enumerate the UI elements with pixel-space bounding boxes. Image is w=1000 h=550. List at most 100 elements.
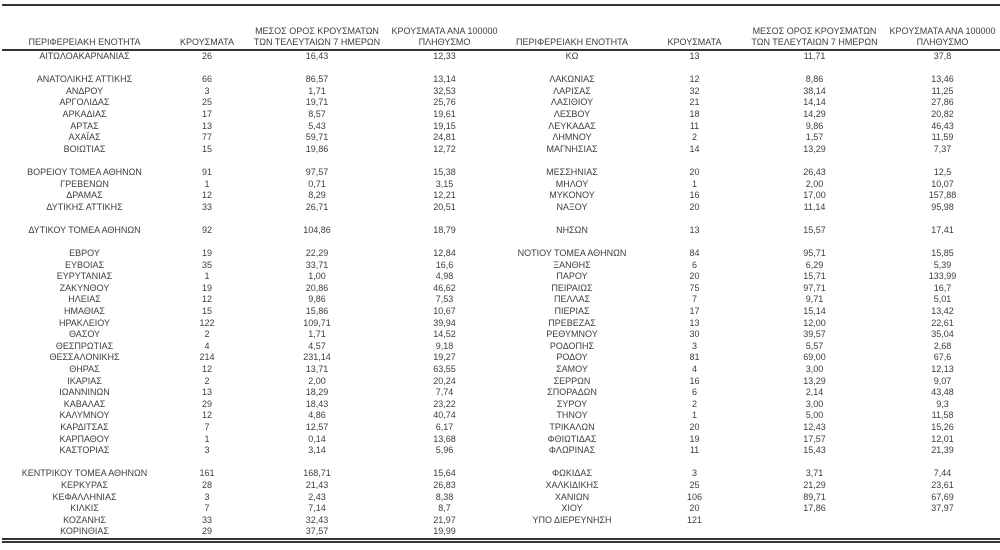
per-100k-cell: 3,15	[435, 178, 454, 189]
region-name-cell: ΚΕΡΚΥΡΑΣ	[61, 479, 108, 490]
cases-cell: 1	[204, 271, 210, 282]
region-name-cell: ΕΥΒΟΙΑΣ	[64, 259, 105, 270]
table-row: ΚΑΡΔΙΤΣΑΣ 7 12,57 6,17 ΤΡΙΚΑΛΩΝ 20 12,43 15,26	[2, 422, 1000, 434]
region-name-cell: ΖΑΚΥΝΘΟΥ	[59, 282, 110, 293]
cases-cell	[167, 213, 247, 225]
table-row: ΔΥΤΙΚΟΥ ΤΟΜΕΑ ΑΘΗΝΩΝ 92 104,86 18,79 ΝΗΣΩΝ 13…	[2, 225, 1000, 237]
per-100k-cell: 7,37	[933, 143, 952, 154]
spacer-row	[2, 237, 1000, 249]
avg-7day-cell: 0,71	[308, 178, 326, 189]
cases-cell: 32	[689, 85, 700, 96]
cases-cell	[642, 213, 747, 225]
region-name-cell: ΔΥΤΙΚΗΣ ΑΤΤΙΚΗΣ	[46, 201, 123, 212]
spacer-row	[2, 457, 1000, 469]
region-name-cell	[2, 213, 167, 225]
avg-7day-cell: 19,86	[305, 143, 329, 154]
avg-7day-cell: 3,00	[805, 398, 824, 409]
cases-cell	[167, 457, 247, 469]
region-name-cell: ΡΕΘΥΜΝΟΥ	[546, 329, 598, 340]
table-header: ΠΕΡΙΦΕΡΕΙΑΚΗ ΕΝΟΤΗΤΑ ΚΡΟΥΣΜΑΤΑ ΜΕΣΟΣ ΟΡΟ…	[2, 5, 1000, 51]
per-100k-cell: 8,38	[435, 491, 454, 502]
table-row: ΕΥΒΟΙΑΣ 35 33,71 16,6 ΞΑΝΘΗΣ 6 6,29 5,39	[2, 260, 1000, 272]
avg-7day-cell: 5,57	[805, 340, 824, 351]
table-row: ΘΑΣΟΥ 2 1,71 14,52 ΡΕΘΥΜΝΟΥ 30 39,57 35,04	[2, 329, 1000, 341]
region-name-cell: ΣΕΡΡΩΝ	[553, 375, 591, 386]
per-100k-cell: 18,79	[433, 224, 456, 235]
avg-7day-cell	[747, 155, 882, 167]
region-name-cell: ΗΡΑΚΛΕΙΟΥ	[58, 317, 111, 328]
avg-7day-cell: 1,71	[308, 85, 326, 96]
region-name-cell: ΛΑΣΙΘΙΟΥ	[550, 97, 594, 108]
region-name-cell: ΑΧΑΪΑΣ	[68, 132, 101, 143]
per-100k-cell: 7,44	[933, 468, 952, 479]
per-100k-cell: 10,07	[931, 178, 954, 189]
region-name-cell	[502, 237, 642, 249]
region-name-cell: ΞΑΝΘΗΣ	[553, 259, 591, 270]
region-name-cell: ΣΑΜΟΥ	[556, 364, 588, 375]
per-100k-cell: 20,82	[931, 108, 954, 119]
per-100k-cell: 7,74	[435, 387, 454, 398]
per-100k-cell: 24,81	[433, 132, 456, 143]
avg-7day-cell: 38,14	[803, 85, 826, 96]
per-100k-cell: 23,61	[931, 479, 954, 490]
table-row: ΙΚΑΡΙΑΣ 2 2,00 20,24 ΣΕΡΡΩΝ 16 13,29 9,07	[2, 376, 1000, 388]
table-row: ΚΟΡΙΝΘΙΑΣ 29 37,57 19,99	[2, 526, 1000, 540]
per-100k-cell: 16,7	[933, 282, 952, 293]
region-name-cell: ΕΒΡΟΥ	[69, 248, 100, 259]
region-name-cell: ΔΡΑΜΑΣ	[66, 190, 103, 201]
per-100k-cell: 7,53	[435, 294, 454, 305]
avg-7day-cell: 17,57	[803, 433, 826, 444]
per-100k-cell: 37,97	[931, 503, 954, 514]
region-name-cell: ΠΕΛΛΑΣ	[553, 294, 591, 305]
per-100k-cell: 19,61	[433, 108, 456, 119]
cases-cell: 214	[199, 352, 215, 363]
cases-cell	[642, 155, 747, 167]
avg-7day-cell: 2,00	[805, 178, 824, 189]
avg-7day-cell: 168,71	[303, 468, 331, 479]
region-name-cell: ΑΙΤΩΛΟΑΚΑΡΝΑΝΙΑΣ	[39, 51, 130, 61]
avg-7day-cell	[747, 457, 882, 469]
avg-7day-cell	[747, 237, 882, 249]
cases-cell: 20	[689, 201, 700, 212]
region-name-cell: ΘΕΣΣΑΛΟΝΙΚΗΣ	[49, 352, 120, 363]
per-100k-cell: 4,98	[435, 271, 454, 282]
per-100k-cell: 43,48	[931, 387, 954, 398]
per-100k-cell: 22,61	[931, 317, 954, 328]
table-row: ΑΡΓΟΛΙΔΑΣ 25 19,71 25,76 ΛΑΣΙΘΙΟΥ 21 14,14 27,8…	[2, 97, 1000, 109]
cases-cell: 3	[691, 468, 697, 479]
table-row: ΕΒΡΟΥ 19 22,29 12,84 ΝΟΤΙΟΥ ΤΟΜΕΑ ΑΘΗΝΩΝ 84 95…	[2, 248, 1000, 260]
per-100k-cell: 23,22	[433, 398, 456, 409]
cases-cell: 91	[201, 166, 212, 177]
avg-7day-cell	[247, 63, 387, 75]
avg-7day-cell: 3,00	[805, 364, 824, 375]
region-name-cell: ΔΥΤΙΚΟΥ ΤΟΜΕΑ ΑΘΗΝΩΝ	[28, 224, 141, 235]
region-name-cell: ΦΛΩΡΙΝΑΣ	[548, 445, 596, 456]
cases-cell: 33	[201, 201, 212, 212]
spacer-row	[2, 63, 1000, 75]
table-row: ΚΕΡΚΥΡΑΣ 28 21,43 26,83 ΧΑΛΚΙΔΙΚΗΣ 25 21,29 23,…	[2, 480, 1000, 492]
avg-7day-cell: 15,71	[803, 271, 826, 282]
per-100k-cell: 16,6	[435, 259, 454, 270]
region-name-cell: ΘΑΣΟΥ	[68, 329, 101, 340]
avg-7day-cell: 5,00	[805, 410, 824, 421]
region-name-cell: ΧΑΛΚΙΔΙΚΗΣ	[545, 479, 599, 490]
per-100k-cell: 95,98	[931, 201, 954, 212]
cases-cell: 21	[689, 97, 700, 108]
region-name-cell: ΛΕΣΒΟΥ	[553, 108, 591, 119]
per-100k-cell: 12,01	[931, 433, 954, 444]
table-row: ΚΑΒΑΛΑΣ 29 18,43 23,22 ΣΥΡΟΥ 2 3,00 9,3	[2, 399, 1000, 411]
per-100k-cell: 63,55	[433, 364, 456, 375]
cases-cell: 35	[201, 259, 212, 270]
per-100k-cell: 35,04	[931, 329, 954, 340]
table-row: ΘΕΣΣΑΛΟΝΙΚΗΣ 214 231,14 19,27 ΡΟΔΟΥ 81 69,00 67…	[2, 352, 1000, 364]
avg-7day-cell: 19,71	[305, 97, 329, 108]
region-name-cell: ΘΕΣΠΡΩΤΙΑΣ	[55, 340, 114, 351]
region-name-cell: ΚΟΖΑΝΗΣ	[63, 514, 106, 525]
region-name-cell: ΗΛΕΙΑΣ	[68, 294, 101, 305]
region-name-cell	[2, 63, 167, 75]
region-name-cell: ΡΟΔΟΥ	[556, 352, 588, 363]
cases-cell: 2	[204, 375, 210, 386]
table-row: ΙΩΑΝΝΙΝΩΝ 13 18,29 7,74 ΣΠΟΡΑΔΩΝ 6 2,14 43,48	[2, 387, 1000, 399]
region-name-cell: ΚΑΣΤΟΡΙΑΣ	[59, 445, 110, 456]
per-100k-cell: 5,01	[933, 294, 952, 305]
